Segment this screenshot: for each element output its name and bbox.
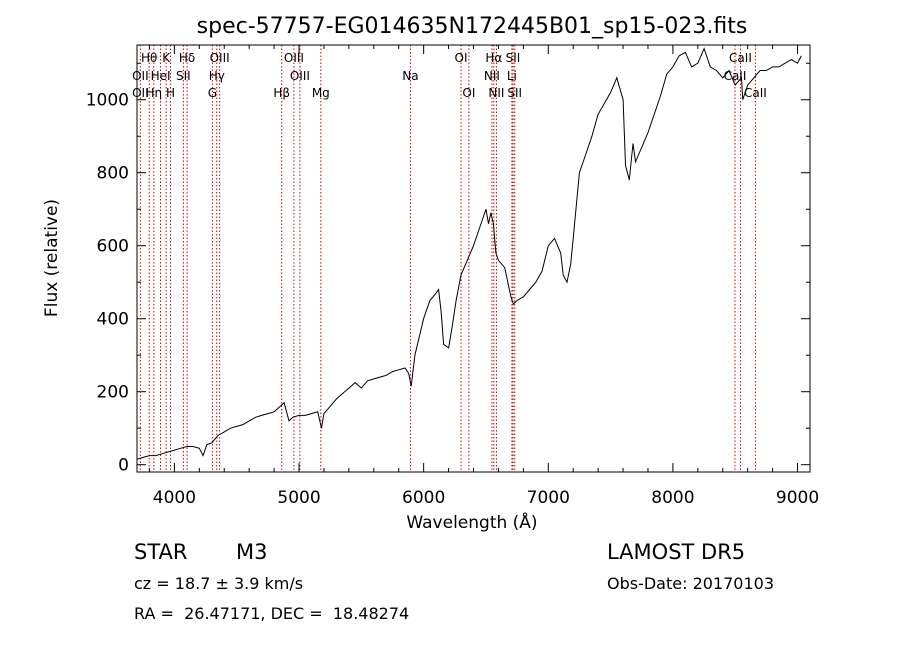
spectral-line-label: G (208, 86, 217, 100)
spectral-line-label: Hγ (209, 69, 225, 83)
spectral-line-label: OIII (284, 51, 304, 65)
spectral-line-label: CaII (729, 51, 752, 65)
x-axis-label: Wavelength (Å) (406, 511, 537, 533)
x-tick-label: 6000 (402, 488, 445, 508)
spectral-line-label: NII (484, 69, 500, 83)
spectral-line-label: OIII (210, 51, 230, 65)
x-tick-label: 5000 (277, 488, 320, 508)
spectral-line-label: NII (488, 86, 504, 100)
y-tick-label: 0 (118, 456, 129, 476)
spectral-line-label: OI (462, 86, 475, 100)
x-tick-label: 4000 (153, 488, 196, 508)
spectrum-line (136, 47, 802, 460)
x-tick-label: 7000 (527, 488, 570, 508)
y-tick-label: 1000 (86, 91, 129, 111)
spectral-line-label: Hβ (273, 86, 290, 100)
survey-name: LAMOST DR5 (607, 540, 746, 564)
spectral-line-label: OIII (290, 69, 310, 83)
ra-dec: RA = 26.47171, DEC = 18.48274 (134, 604, 410, 623)
redshift-cz: cz = 18.7 ± 3.9 km/s (134, 574, 304, 593)
spectral-line-label: SII (507, 86, 522, 100)
plot-frame (136, 44, 811, 473)
spectral-line-label: K (162, 51, 171, 65)
observation-date: Obs-Date: 20170103 (607, 574, 775, 593)
x-tick-label: 8000 (651, 488, 694, 508)
spectral-line-label: H (166, 86, 175, 100)
spectral-subclass: M3 (236, 540, 268, 564)
spectral-line-label: CaII (724, 69, 747, 83)
spectral-line-label: Hθ (141, 51, 157, 65)
chart-title: spec-57757-EG014635N172445B01_sp15-023.f… (197, 14, 748, 39)
spectral-line-label: OII (132, 69, 149, 83)
spectral-line-label: CaII (744, 86, 767, 100)
object-type: STAR (134, 540, 188, 564)
x-tick-label: 9000 (776, 488, 819, 508)
spectral-line-label: Mg (312, 86, 330, 100)
spectral-line-label: Hη (146, 86, 163, 100)
spectral-line-label: OII (132, 86, 149, 100)
y-tick-label: 400 (97, 310, 129, 330)
spectral-line-label: Na (402, 69, 418, 83)
y-tick-label: 600 (97, 237, 129, 257)
y-tick-label: 200 (97, 383, 129, 403)
spectral-line-label: OI (455, 51, 468, 65)
y-axis-label: Flux (relative) (42, 199, 62, 317)
spectral-line-label: HeI (151, 69, 171, 83)
spectral-line-label: SII (176, 69, 191, 83)
spectral-line-label: Hα (485, 51, 502, 65)
spectral-line-label: SII (506, 51, 521, 65)
y-tick-label: 800 (97, 164, 129, 184)
spectral-line-label: Hδ (179, 51, 195, 65)
spectral-line-label: Li (507, 69, 517, 83)
